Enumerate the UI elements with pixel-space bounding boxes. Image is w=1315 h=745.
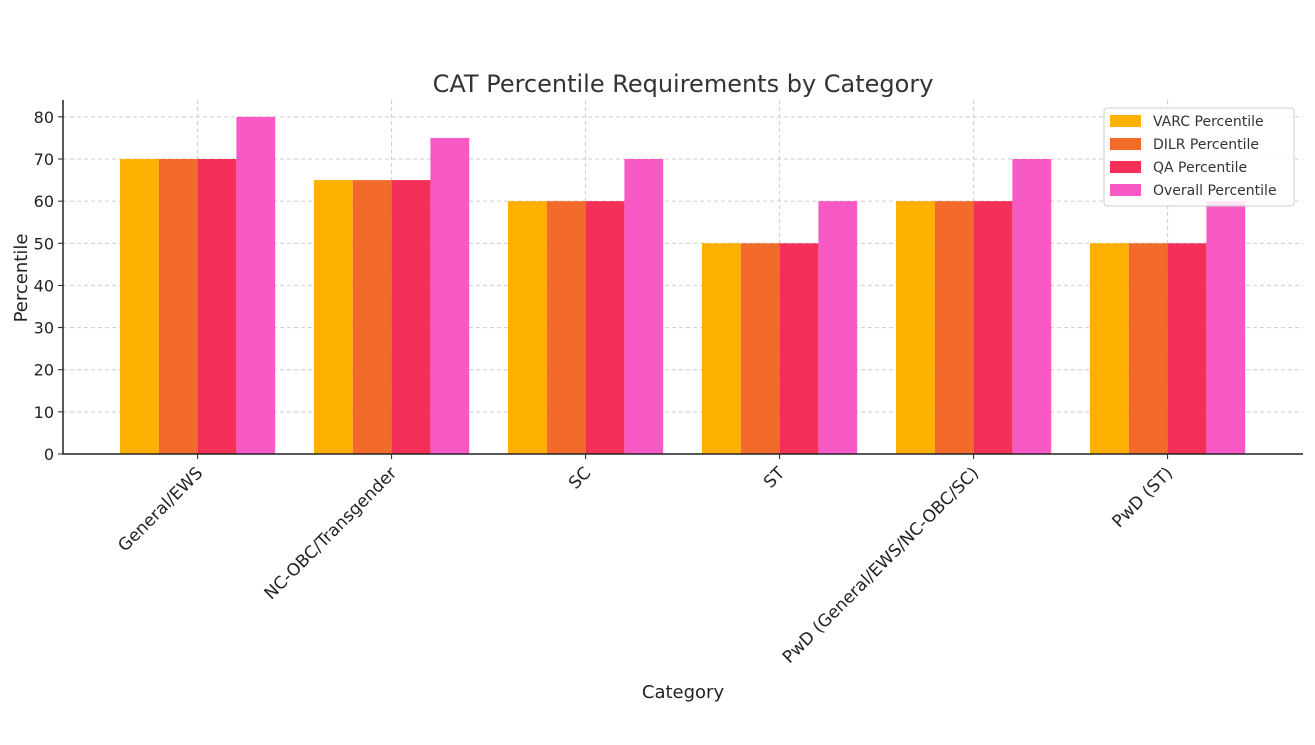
bar [934, 201, 974, 454]
bar [197, 159, 237, 454]
bar [740, 243, 780, 454]
bar [352, 180, 392, 455]
x-tick-label: General/EWS [114, 463, 207, 556]
bar [1206, 201, 1246, 454]
bar [546, 201, 586, 454]
bar [779, 243, 819, 454]
bar [1128, 243, 1168, 454]
x-tick-label: PwD (ST) [1108, 463, 1177, 532]
y-tick-label: 30 [34, 319, 54, 338]
bar [314, 180, 353, 455]
bar [120, 159, 159, 454]
legend-swatch [1110, 115, 1141, 127]
bar [585, 201, 625, 454]
x-axis-label: Category [642, 682, 725, 703]
bar [624, 159, 664, 454]
bar [896, 201, 935, 454]
y-tick-label: 60 [34, 192, 54, 211]
y-tick-label: 40 [34, 276, 54, 295]
bar [1167, 243, 1207, 454]
legend-label: DILR Percentile [1153, 137, 1259, 153]
legend-box [1103, 107, 1295, 207]
x-tick-label: PwD (General/EWS/NC-OBC/SC) [779, 463, 983, 667]
legend-swatch [1110, 184, 1141, 196]
legend-swatch [1110, 161, 1141, 173]
x-tick-label: ST [760, 463, 790, 493]
y-tick-label: 10 [34, 403, 54, 422]
legend-swatch [1110, 138, 1141, 150]
y-tick-label: 70 [34, 150, 54, 169]
bars-layer [120, 116, 1246, 455]
bar [236, 116, 276, 454]
bar [1090, 243, 1129, 454]
bar [1012, 159, 1052, 454]
legend-label: VARC Percentile [1153, 114, 1264, 130]
bar [391, 180, 431, 455]
y-axis-label: Percentile [11, 234, 32, 323]
bar [430, 137, 470, 454]
y-ticks: 0 10 20 30 40 50 60 70 80 [34, 108, 63, 464]
x-tick-label: NC-OBC/Transgender [261, 463, 402, 604]
y-tick-label: 20 [34, 361, 54, 380]
bar [702, 243, 741, 454]
chart-title: CAT Percentile Requirements by Category [433, 70, 934, 98]
legend-label: QA Percentile [1153, 160, 1247, 176]
legend: VARC Percentile DILR Percentile QA Percent… [1103, 107, 1295, 207]
x-tick-label: SC [565, 463, 595, 493]
bar [818, 201, 858, 454]
legend-label: Overall Percentile [1153, 183, 1277, 199]
y-tick-label: 50 [34, 234, 54, 253]
bar [508, 201, 547, 454]
y-tick-label: 80 [34, 108, 54, 127]
bar [158, 159, 198, 454]
bar [973, 201, 1013, 454]
y-tick-label: 0 [44, 445, 54, 464]
